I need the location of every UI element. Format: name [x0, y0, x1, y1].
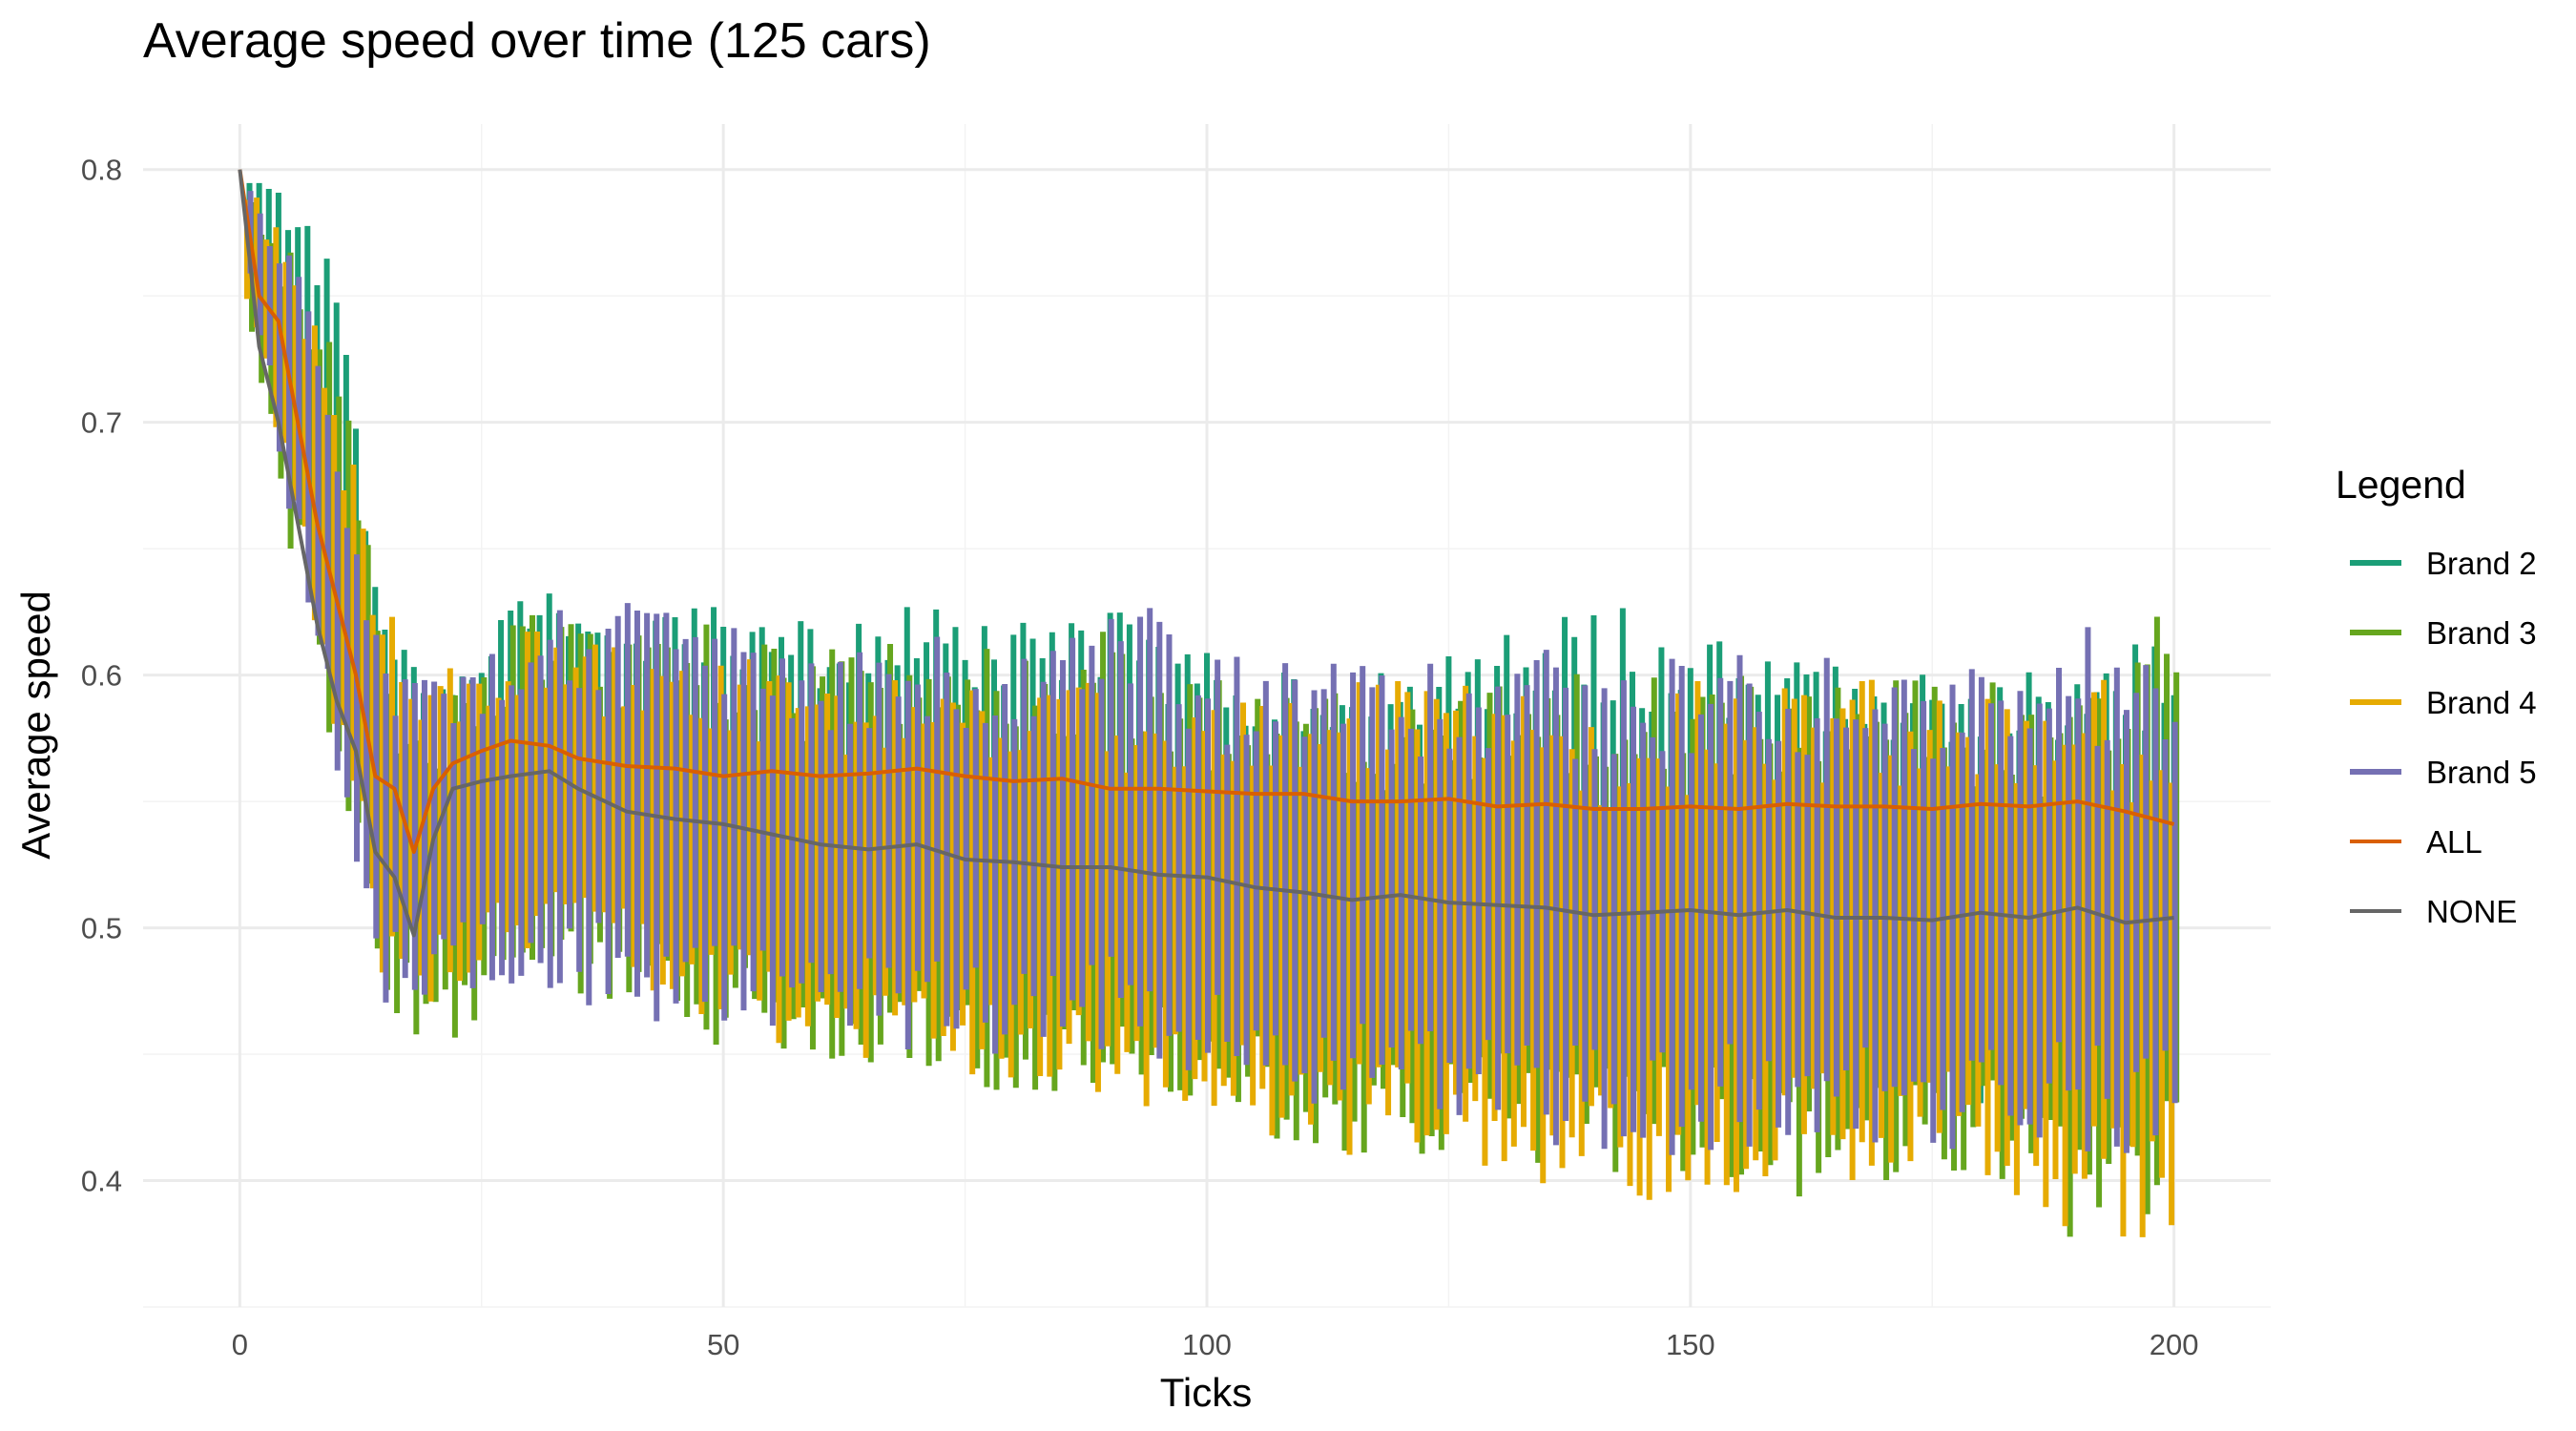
- line-all: [238, 169, 2175, 855]
- legend: Legend Brand 2 Brand 3 Brand 4 Brand 5 ALL NO…: [2336, 463, 2537, 929]
- y-axis-ticks: 0.4 0.5 0.6 0.7 0.8: [81, 154, 122, 1198]
- series-brand-5: [247, 191, 2178, 1155]
- y-tick-label: 0.5: [81, 912, 122, 945]
- series-bars: [243, 182, 2180, 1237]
- chart-title: Average speed over time (125 cars): [143, 13, 931, 69]
- line-none: [238, 169, 2174, 938]
- legend-title: Legend: [2336, 463, 2466, 507]
- legend-label-brand-3: Brand 3: [2426, 615, 2537, 651]
- x-tick-label: 200: [2150, 1328, 2199, 1361]
- x-tick-label: 100: [1182, 1328, 1232, 1361]
- x-tick-label: 50: [707, 1328, 739, 1361]
- legend-label-all: ALL: [2426, 824, 2483, 860]
- legend-label-none: NONE: [2426, 894, 2517, 929]
- x-tick-label: 150: [1666, 1328, 1715, 1361]
- x-tick-label: 0: [232, 1328, 248, 1361]
- legend-label-brand-5: Brand 5: [2426, 755, 2537, 790]
- y-tick-label: 0.8: [81, 154, 122, 187]
- x-axis-title: Ticks: [1160, 1370, 1252, 1415]
- legend-label-brand-4: Brand 4: [2426, 685, 2537, 720]
- y-axis-title: Average speed: [13, 591, 58, 860]
- y-tick-label: 0.7: [81, 406, 122, 440]
- x-axis-ticks: 0 50 100 150 200: [232, 1328, 2199, 1361]
- series-brand-4: [243, 197, 2175, 1237]
- y-tick-label: 0.4: [81, 1165, 122, 1198]
- legend-label-brand-2: Brand 2: [2426, 546, 2537, 581]
- y-tick-label: 0.6: [81, 659, 122, 693]
- series-lines: [238, 169, 2175, 938]
